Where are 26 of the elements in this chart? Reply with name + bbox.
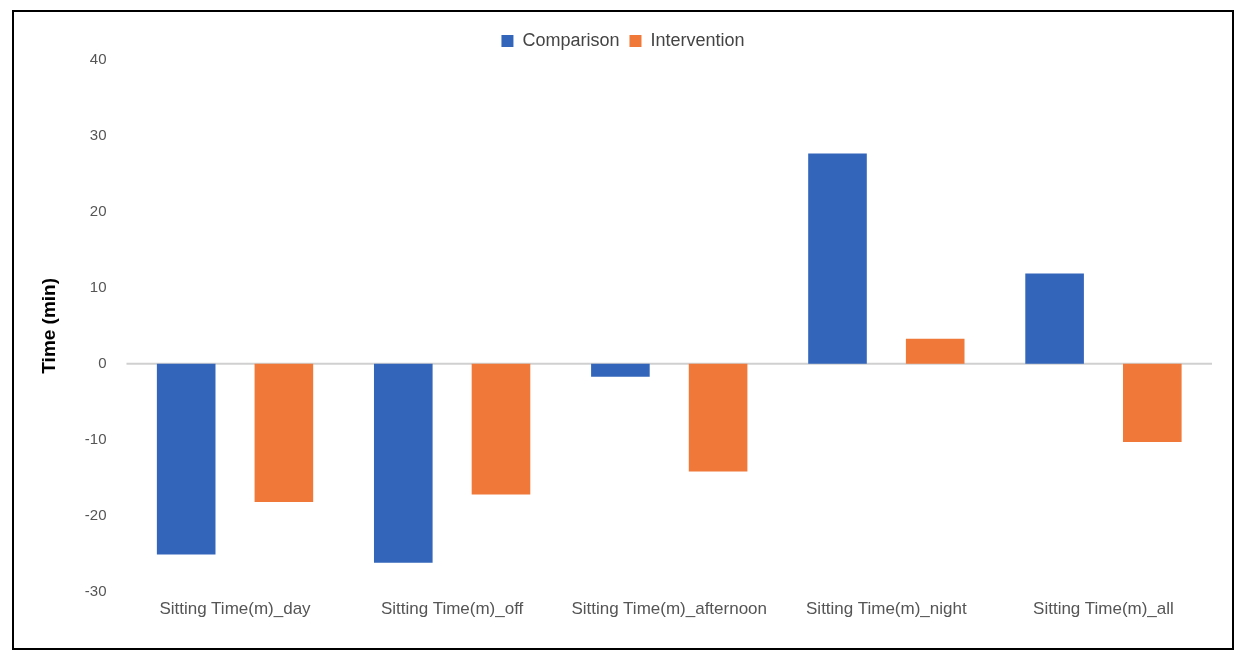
y-tick-label: -20 — [84, 505, 107, 523]
legend-label: Intervention — [650, 29, 745, 50]
y-tick-label: 30 — [89, 126, 107, 144]
bar — [471, 363, 531, 495]
y-tick-label: 10 — [89, 277, 107, 295]
bar — [254, 363, 314, 502]
bar — [591, 363, 650, 377]
x-tick-label: Sitting Time(m)_off — [380, 599, 524, 619]
x-tick-label: Sitting Time(m)_day — [159, 599, 312, 619]
bar — [1122, 363, 1182, 442]
x-tick-label: Sitting Time(m)_night — [806, 599, 967, 619]
legend-label: Comparison — [522, 29, 620, 50]
bar — [688, 363, 748, 472]
y-tick-label: 40 — [89, 50, 107, 68]
bar — [1025, 273, 1084, 364]
x-tick-label: Sitting Time(m)_all — [1033, 599, 1174, 619]
y-tick-label: 20 — [89, 202, 107, 220]
bar — [905, 338, 965, 364]
bar — [808, 153, 867, 364]
bar — [156, 363, 216, 555]
y-tick-label: 0 — [98, 353, 107, 371]
y-axis-title: Time (min) — [37, 277, 59, 374]
y-tick-label: -30 — [84, 581, 107, 599]
x-tick-label: Sitting Time(m)_afternoon — [571, 599, 768, 619]
y-tick-label: -10 — [84, 429, 107, 447]
bar — [373, 363, 433, 563]
